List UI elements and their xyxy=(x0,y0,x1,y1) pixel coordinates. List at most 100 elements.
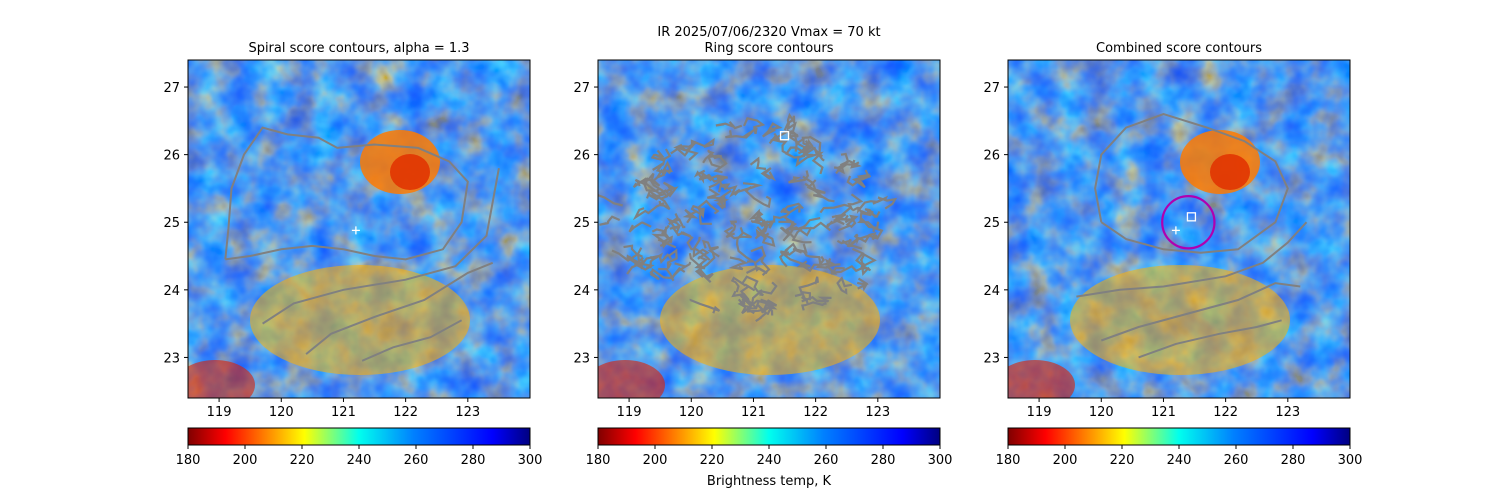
score-contour xyxy=(361,319,463,362)
ring-contour xyxy=(742,117,766,135)
panel-combined: Combined score contours 119 120 121 122 123 … xyxy=(983,41,1362,468)
ring-contour xyxy=(692,236,710,260)
ring-contour xyxy=(831,193,864,219)
ring-contour xyxy=(731,290,751,306)
ring-contour xyxy=(751,281,778,305)
panel-combined-frame xyxy=(1007,59,1351,399)
ring-contour xyxy=(815,255,836,269)
ring-contour xyxy=(856,195,889,214)
ring-contour xyxy=(780,243,808,256)
colorbar-tick-label: 300 xyxy=(1338,453,1363,468)
colorbar-tick-label: 200 xyxy=(233,453,258,468)
panel-ring-colorbar xyxy=(597,427,941,446)
panel-ring-colorbar-ticks: 180 200 220 240 260 280 300 xyxy=(586,445,953,468)
xtick-label: 122 xyxy=(803,405,828,420)
xtick-label: 120 xyxy=(269,405,294,420)
ring-contour xyxy=(693,169,713,184)
ring-contour xyxy=(779,226,795,242)
ring-contour xyxy=(682,208,699,224)
ring-contour xyxy=(671,261,692,278)
ring-contour xyxy=(673,141,697,152)
ring-contour xyxy=(728,256,749,271)
colorbar-tick-label: 240 xyxy=(1167,453,1192,468)
panel-spiral-frame xyxy=(187,59,531,399)
ring-contour xyxy=(628,221,652,233)
ytick-label: 25 xyxy=(573,216,590,231)
score-contour xyxy=(224,126,469,261)
ring-contour xyxy=(746,254,768,275)
ring-contour xyxy=(598,194,623,207)
ytick-label: 26 xyxy=(573,149,590,164)
ring-contour xyxy=(634,177,649,187)
ring-contour xyxy=(713,189,732,209)
center-plus-marker xyxy=(1171,226,1180,235)
panel-ring-markers xyxy=(779,131,790,141)
ring-contour xyxy=(740,275,764,297)
xtick-label: 119 xyxy=(617,405,642,420)
panel-spiral-xticks: 119 120 121 122 123 xyxy=(207,398,480,420)
colorbar-tick-label: 300 xyxy=(928,453,953,468)
ring-contour xyxy=(850,232,878,245)
score-contour xyxy=(305,261,494,355)
ring-contour xyxy=(754,220,776,240)
xtick-label: 119 xyxy=(207,405,232,420)
ring-contour xyxy=(833,161,860,170)
score-contour xyxy=(1076,221,1308,298)
ring-contour xyxy=(811,151,825,175)
ring-contour xyxy=(744,299,774,316)
ring-contour xyxy=(702,149,723,164)
ring-contour xyxy=(662,160,673,175)
panel-combined-yticks: 23 24 25 26 27 xyxy=(983,81,1008,366)
panel-combined-colorbar-ticks: 180 200 220 240 260 280 300 xyxy=(996,445,1363,468)
colorbar-tick-label: 240 xyxy=(757,453,782,468)
ring-contour xyxy=(856,169,872,181)
colorbar-tick-label: 180 xyxy=(176,453,201,468)
xtick-label: 122 xyxy=(1213,405,1238,420)
ring-contour xyxy=(651,228,677,249)
colorbar-tick-label: 280 xyxy=(871,453,896,468)
ring-contour xyxy=(800,290,811,305)
panel-combined-title: Combined score contours xyxy=(1096,41,1262,56)
ring-contour xyxy=(836,239,852,248)
ytick-label: 23 xyxy=(163,351,180,366)
ring-contour xyxy=(830,262,865,274)
ring-contour xyxy=(668,213,686,229)
colorbar-tick-label: 220 xyxy=(290,453,315,468)
ring-contour xyxy=(792,247,822,265)
panel-combined-markers xyxy=(1161,195,1216,250)
panel-spiral-contours xyxy=(224,126,500,362)
ring-contour xyxy=(698,263,714,283)
ring-contour xyxy=(650,148,672,162)
xtick-label: 123 xyxy=(1275,405,1300,420)
ring-contour xyxy=(723,226,752,240)
ring-contour xyxy=(666,248,678,269)
ring-contour xyxy=(658,266,686,282)
ring-contour xyxy=(652,153,667,174)
ring-contour xyxy=(717,184,741,198)
colorbar-tick-label: 280 xyxy=(461,453,486,468)
score-contour xyxy=(262,168,500,325)
ytick-label: 27 xyxy=(573,81,590,96)
ytick-label: 24 xyxy=(573,284,590,299)
ring-contour xyxy=(778,242,799,268)
xtick-label: 122 xyxy=(393,405,418,420)
colorbar-tick-label: 220 xyxy=(700,453,725,468)
colorbar-tick-label: 300 xyxy=(518,453,543,468)
colorbar-tick-label: 200 xyxy=(1053,453,1078,468)
ring-contour xyxy=(737,182,764,193)
ytick-label: 23 xyxy=(573,351,590,366)
ring-contour xyxy=(735,232,757,263)
ring-contour xyxy=(857,217,880,230)
ring-contour xyxy=(730,276,746,293)
ring-contour xyxy=(786,221,832,232)
xtick-label: 121 xyxy=(1151,405,1176,420)
ring-contour xyxy=(725,220,738,239)
ring-contour xyxy=(725,129,755,139)
score-contour xyxy=(1094,113,1289,254)
colorbar-tick-label: 180 xyxy=(996,453,1021,468)
figure-title: IR 2025/07/06/2320 Vmax = 70 kt xyxy=(657,25,880,40)
ring-contour xyxy=(762,122,783,138)
ring-contour xyxy=(802,175,826,194)
ring-contour xyxy=(599,215,621,226)
ring-contour xyxy=(838,214,859,232)
